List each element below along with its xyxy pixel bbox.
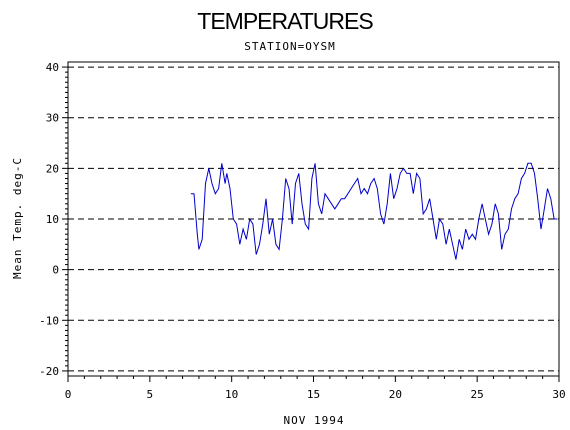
y-tick-label: 10 <box>46 213 59 226</box>
x-tick-label: 5 <box>147 388 154 401</box>
series-group <box>190 162 558 260</box>
x-tick-label: 30 <box>552 388 565 401</box>
y-tick-label: 20 <box>46 162 59 175</box>
chart-subtitle: STATION=OYSM <box>244 40 335 53</box>
x-axis-label: NOV 1994 <box>284 414 345 427</box>
chart-title: TEMPERATURES <box>197 8 373 34</box>
y-tick-label: 30 <box>46 112 59 125</box>
y-tick-label: 0 <box>52 264 59 277</box>
y-axis-label: Mean Temp. deg-C <box>11 157 24 279</box>
y-axis-ticks: -20 -10 0 10 20 30 40 <box>39 61 68 378</box>
x-tick-label: 20 <box>389 388 402 401</box>
x-axis-ticks: 0 5 10 15 20 25 30 <box>65 376 566 401</box>
x-tick-label: 10 <box>225 388 238 401</box>
y-tick-label: -20 <box>39 365 59 378</box>
x-tick-label: 0 <box>65 388 72 401</box>
x-tick-label: 25 <box>471 388 484 401</box>
y-tick-label: -10 <box>39 314 59 327</box>
gridlines <box>68 66 559 372</box>
x-tick-label: 15 <box>307 388 320 401</box>
y-tick-label: 40 <box>46 61 59 74</box>
series-line-0 <box>190 162 558 260</box>
